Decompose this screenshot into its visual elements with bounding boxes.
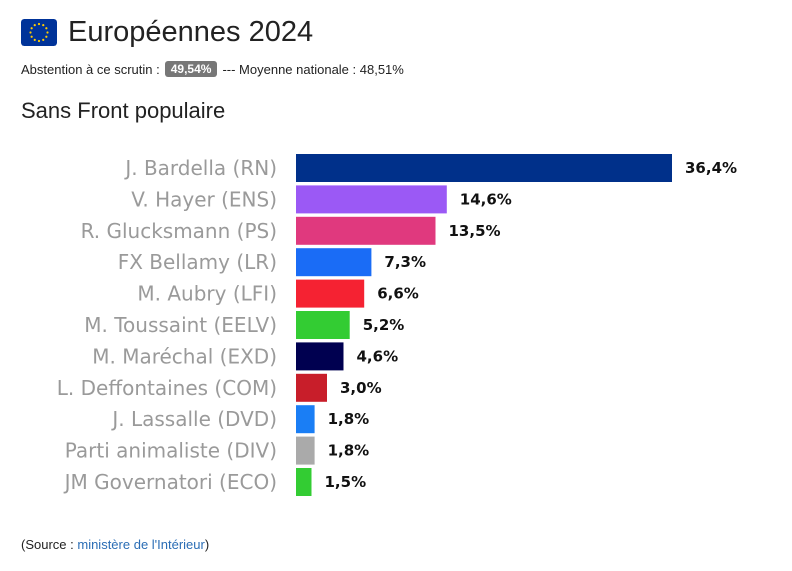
category-label: J. Bardella (RN) xyxy=(123,156,277,180)
bar xyxy=(296,248,372,277)
flag-star xyxy=(42,38,45,41)
value-label: 13,5% xyxy=(449,222,501,240)
flag-star xyxy=(37,22,41,25)
source-line: (Source : ministère de l'Intérieur) xyxy=(21,537,209,552)
value-label: 1,5% xyxy=(325,473,367,491)
flag-star xyxy=(45,35,48,38)
category-label: J. Lassalle (DVD) xyxy=(110,407,277,431)
category-label: R. Glucksmann (PS) xyxy=(81,219,277,243)
bar xyxy=(296,154,672,182)
value-label: 7,3% xyxy=(384,253,426,271)
category-label: V. Hayer (ENS) xyxy=(131,187,277,211)
results-bar-chart: J. Bardella (RN) 36,4% V. Hayer (ENS) 14,6%… xyxy=(57,154,737,496)
eu-flag-icon xyxy=(21,18,57,46)
category-label: Parti animaliste (DIV) xyxy=(65,439,277,463)
value-label: 4,6% xyxy=(357,347,399,365)
value-label: 5,2% xyxy=(363,316,405,334)
flag-star xyxy=(45,26,48,29)
bar xyxy=(296,279,365,308)
category-label: M. Maréchal (EXD) xyxy=(92,344,277,368)
flag-star xyxy=(33,23,36,26)
national-average: --- Moyenne nationale : 48,51% xyxy=(222,61,404,77)
page-title: Européennes 2024 xyxy=(68,16,314,48)
bar xyxy=(296,436,315,465)
abstention-badge: 49,54% xyxy=(164,61,218,77)
bar xyxy=(296,185,447,214)
source-link[interactable]: ministère de l'Intérieur xyxy=(77,537,205,552)
category-label: FX Bellamy (LR) xyxy=(118,250,277,274)
value-label: 36,4% xyxy=(685,159,737,177)
bar xyxy=(296,405,315,434)
abstention-label: Abstention à ce scrutin : xyxy=(21,61,160,77)
value-label: 6,6% xyxy=(377,285,419,303)
source-open: (Source : xyxy=(21,537,78,552)
flag-star xyxy=(30,26,33,29)
source-close: ) xyxy=(204,537,210,552)
category-label: L. Deffontaines (COM) xyxy=(57,376,277,400)
bar xyxy=(296,373,327,402)
bar xyxy=(296,311,350,339)
flag-background xyxy=(21,18,57,46)
category-label: JM Governatori (ECO) xyxy=(63,470,277,494)
value-label: 1,8% xyxy=(328,442,370,460)
flag-star xyxy=(30,35,33,38)
category-label: M. Toussaint (EELV) xyxy=(84,313,277,337)
value-label: 1,8% xyxy=(328,410,370,428)
value-label: 14,6% xyxy=(460,190,512,208)
value-label: 3,0% xyxy=(340,379,382,397)
bar xyxy=(296,468,312,496)
abstention-line: Abstention à ce scrutin : 49,54% --- Moy… xyxy=(21,61,404,77)
bar xyxy=(296,342,344,371)
flag-star xyxy=(46,30,49,34)
header: Européennes 2024 xyxy=(21,14,313,50)
category-label: M. Aubry (LFI) xyxy=(137,282,277,306)
flag-star xyxy=(37,39,41,42)
flag-star xyxy=(42,23,45,26)
chart-title: Sans Front populaire xyxy=(21,98,226,123)
flag-star xyxy=(33,38,36,41)
bar xyxy=(296,216,436,245)
flag-star xyxy=(29,30,32,34)
